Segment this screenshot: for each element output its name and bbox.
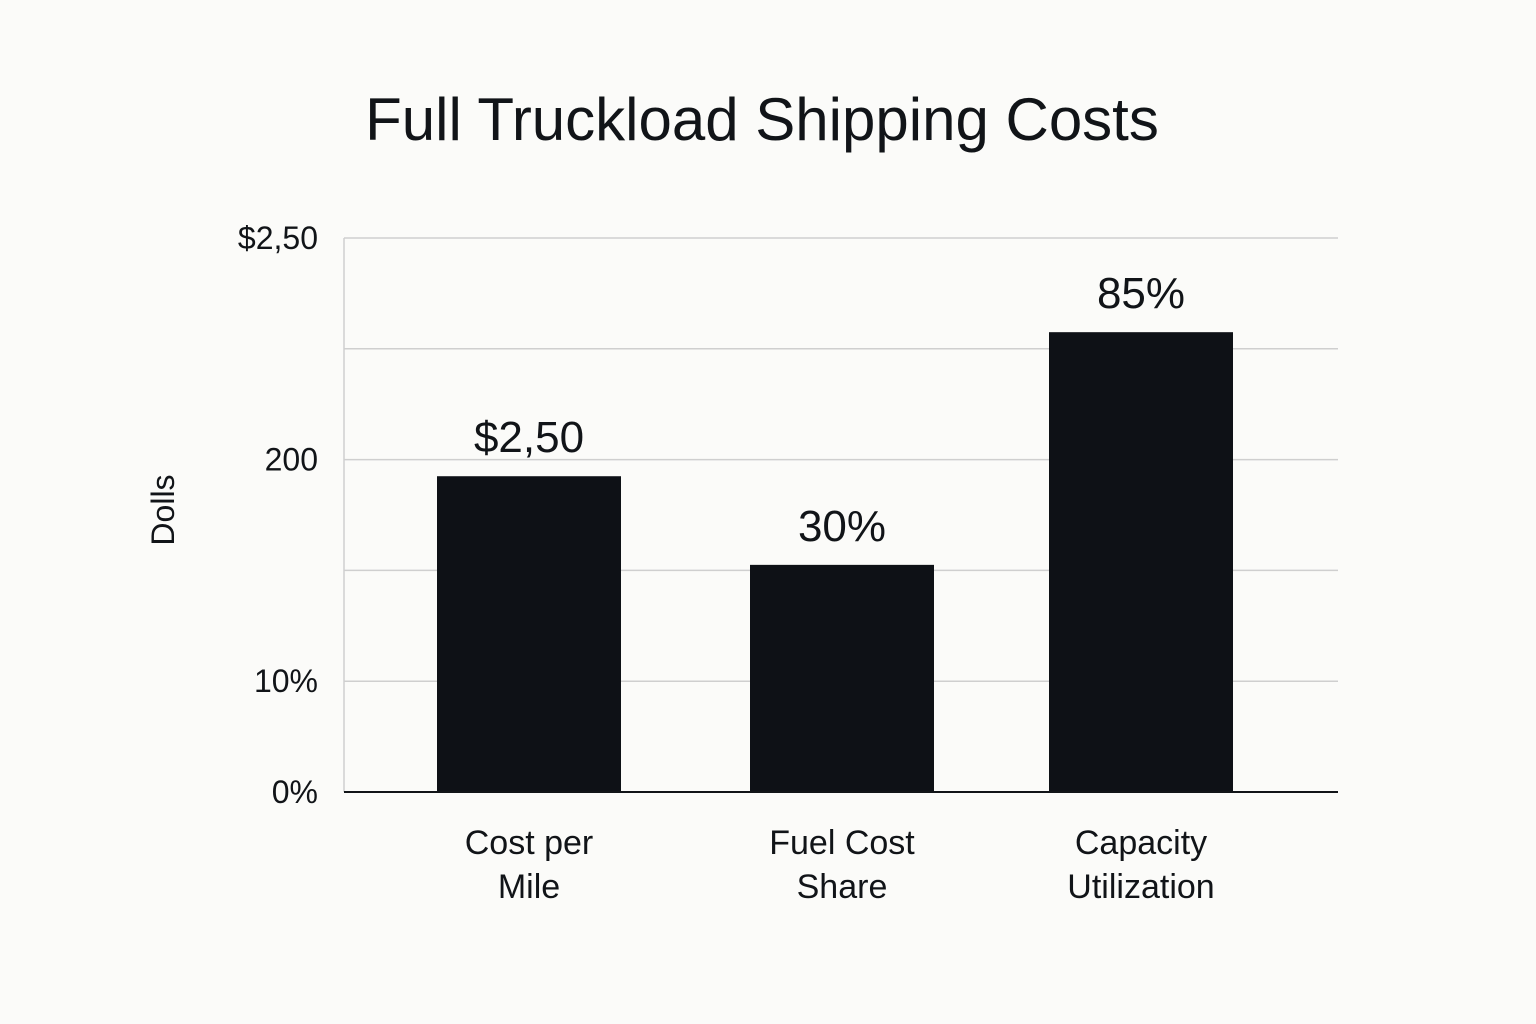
x-category-label: Utilization — [1067, 868, 1214, 906]
bars — [437, 332, 1233, 792]
y-axis-ticks: $2,50 200 10% 0% — [238, 220, 318, 810]
bar — [1049, 332, 1233, 792]
y-tick-label: $2,50 — [238, 220, 318, 256]
bar-value-label: 30% — [798, 502, 886, 551]
chart-title: Full Truckload Shipping Costs — [365, 86, 1159, 153]
y-tick-label: 0% — [272, 774, 318, 810]
x-category-label: Mile — [498, 868, 560, 906]
bar — [437, 476, 621, 792]
y-tick-label: 10% — [254, 663, 318, 699]
bar-value-label: 85% — [1097, 269, 1185, 318]
data-labels: $2,50 30% 85% — [474, 269, 1185, 551]
x-axis-categories: Cost per Mile Fuel Cost Share Capacity Utiliz… — [465, 824, 1215, 906]
bar — [750, 564, 934, 792]
y-tick-label: 200 — [265, 442, 318, 478]
x-category-label: Cost per — [465, 824, 594, 862]
x-category-label: Fuel Cost — [769, 824, 915, 862]
bar-value-label: $2,50 — [474, 413, 584, 462]
y-axis-label: Dolls — [145, 474, 181, 545]
x-category-label: Capacity — [1075, 824, 1207, 862]
x-category-label: Share — [797, 868, 888, 906]
